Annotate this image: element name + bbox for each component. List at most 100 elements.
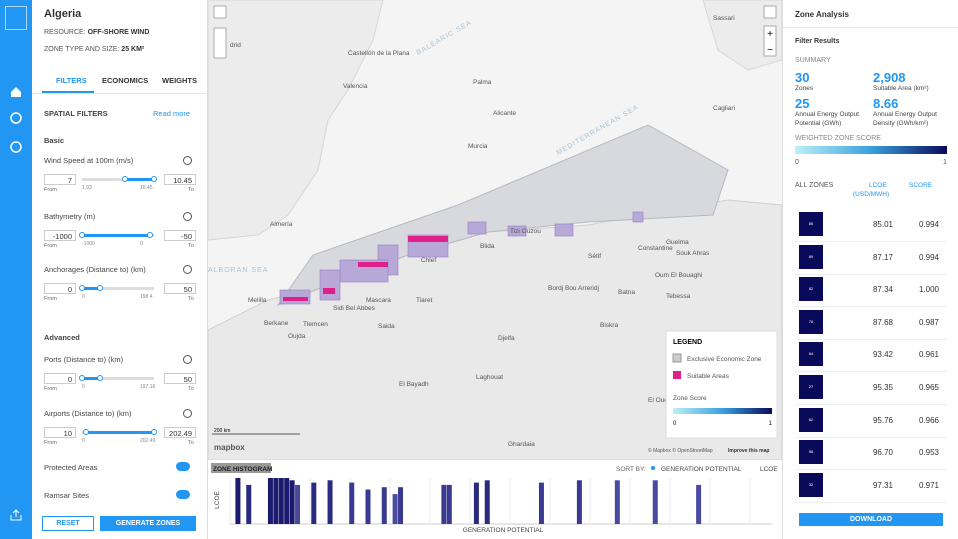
column-unit: (USD/MWH): [853, 191, 890, 198]
score: 0.953: [918, 448, 939, 458]
zone-swatch[interactable]: 82: [799, 277, 823, 302]
bar: [696, 484, 702, 524]
zone-swatch[interactable]: 58: [799, 440, 823, 465]
from-input[interactable]: 10: [44, 427, 76, 438]
zone-swatch[interactable]: 85: [799, 212, 823, 236]
slider-handle[interactable]: [151, 429, 157, 435]
radio[interactable]: [651, 466, 655, 470]
toggle-label: Ramsar Sites: [44, 491, 90, 500]
tab[interactable]: FILTERS: [56, 76, 87, 85]
bar: [614, 480, 620, 524]
sort-option[interactable]: GENERATION POTENTIAL: [661, 466, 742, 473]
place-label: Chlef: [421, 257, 436, 264]
zone-swatch[interactable]: 62: [799, 407, 823, 432]
to-input[interactable]: 10.45: [164, 174, 196, 185]
improve-link[interactable]: Improve this map: [728, 448, 769, 454]
row-divider: [795, 404, 947, 405]
place-label: El Oued: [648, 397, 672, 404]
toggle[interactable]: [176, 462, 190, 471]
lcoe: 95.35: [872, 383, 893, 392]
sort-label: SORT BY:: [616, 466, 646, 473]
info-icon[interactable]: [183, 156, 192, 165]
place-label: Sétif: [588, 253, 601, 260]
place-label: Sassari: [713, 15, 735, 22]
slider-handle[interactable]: [147, 232, 154, 238]
zone-swatch[interactable]: 64: [799, 342, 823, 367]
read-more[interactable]: Read more: [153, 109, 191, 118]
column-header[interactable]: SCORE: [909, 182, 933, 189]
filter-results[interactable]: Filter Results: [795, 38, 840, 45]
bar: [538, 482, 544, 524]
slider-handle[interactable]: [97, 285, 104, 291]
legend: [665, 330, 778, 439]
info-icon[interactable]: [183, 409, 192, 418]
generate-button[interactable]: GENERATE ZONES: [100, 516, 196, 531]
slider-handle[interactable]: [79, 375, 85, 381]
zone-swatch[interactable]: 32: [799, 472, 823, 497]
toggle[interactable]: [176, 490, 190, 499]
row-divider: [795, 241, 947, 242]
column-header[interactable]: LCOE: [869, 182, 887, 189]
bar: [441, 484, 447, 524]
land-sardinia: [702, 0, 782, 71]
slider-track: [82, 178, 154, 181]
suitable-areas: [283, 236, 448, 301]
to-input[interactable]: 50: [164, 373, 196, 384]
place-label: Melilla: [248, 297, 267, 304]
to-input[interactable]: -50: [164, 230, 196, 241]
row-divider: [795, 501, 947, 503]
legend-score-title: Zone Score: [673, 395, 707, 402]
bar: [392, 494, 398, 524]
bar: [295, 484, 301, 524]
map-controls[interactable]: +−: [213, 5, 777, 59]
tab[interactable]: WEIGHTS: [162, 76, 197, 85]
place-label: Constantine: [638, 245, 673, 252]
reset-button[interactable]: RESET: [42, 516, 94, 531]
slider-handle[interactable]: [151, 176, 157, 182]
nav-icons[interactable]: [10, 86, 22, 156]
toggle-label: Protected Areas: [44, 463, 98, 472]
lcoe: 87.68: [872, 317, 893, 327]
tab[interactable]: ECONOMICS: [102, 76, 149, 85]
from-input[interactable]: -1000: [44, 230, 76, 241]
place-label: El Bayadh: [399, 381, 429, 388]
to-label: To: [188, 243, 194, 249]
bar: [398, 487, 404, 524]
place-label: Berkane: [264, 320, 289, 327]
to-input[interactable]: 202.49: [164, 427, 196, 438]
info-icon[interactable]: [183, 265, 192, 274]
zone-swatch[interactable]: 89: [799, 244, 823, 269]
stat-label: Suitable Area (km²): [873, 85, 929, 92]
export-icon[interactable]: [10, 509, 22, 521]
tab-underline: [42, 91, 94, 93]
label: RESOURCE:: [44, 29, 86, 36]
from-input[interactable]: 7: [44, 174, 76, 185]
slider-handle[interactable]: [121, 176, 128, 182]
from-input[interactable]: 0: [44, 283, 76, 294]
from-input[interactable]: 0: [44, 373, 76, 384]
slider-range: [124, 178, 154, 181]
panel-title: Zone Analysis: [795, 10, 849, 19]
group-title[interactable]: Basic: [44, 136, 65, 145]
logo: [5, 6, 27, 30]
sort-option[interactable]: LCOE: [760, 466, 778, 473]
place-label: Tebessa: [666, 293, 691, 300]
from-label: From: [44, 187, 57, 193]
download-button[interactable]: DOWNLOAD: [799, 513, 943, 526]
score-max: 1: [943, 159, 947, 166]
zone-swatch[interactable]: 76: [799, 309, 823, 334]
group-title[interactable]: Advanced: [44, 333, 80, 342]
slider-handle[interactable]: [82, 429, 89, 435]
x-axis-label: GENERATION POTENTIAL: [463, 527, 544, 534]
histogram: ZONE HISTOGRAM SORT BY: GENERATION POTEN…: [208, 460, 782, 539]
info-icon[interactable]: [183, 212, 192, 221]
to-input[interactable]: 50: [164, 283, 196, 294]
place-label: Laghouat: [476, 374, 503, 381]
slider-handle[interactable]: [79, 285, 85, 291]
scale-label: 200 km: [214, 428, 230, 434]
info-icon[interactable]: [183, 355, 192, 364]
zone-swatch[interactable]: 27: [799, 375, 823, 399]
slider-handle[interactable]: [79, 232, 85, 238]
slider-handle[interactable]: [97, 375, 104, 381]
